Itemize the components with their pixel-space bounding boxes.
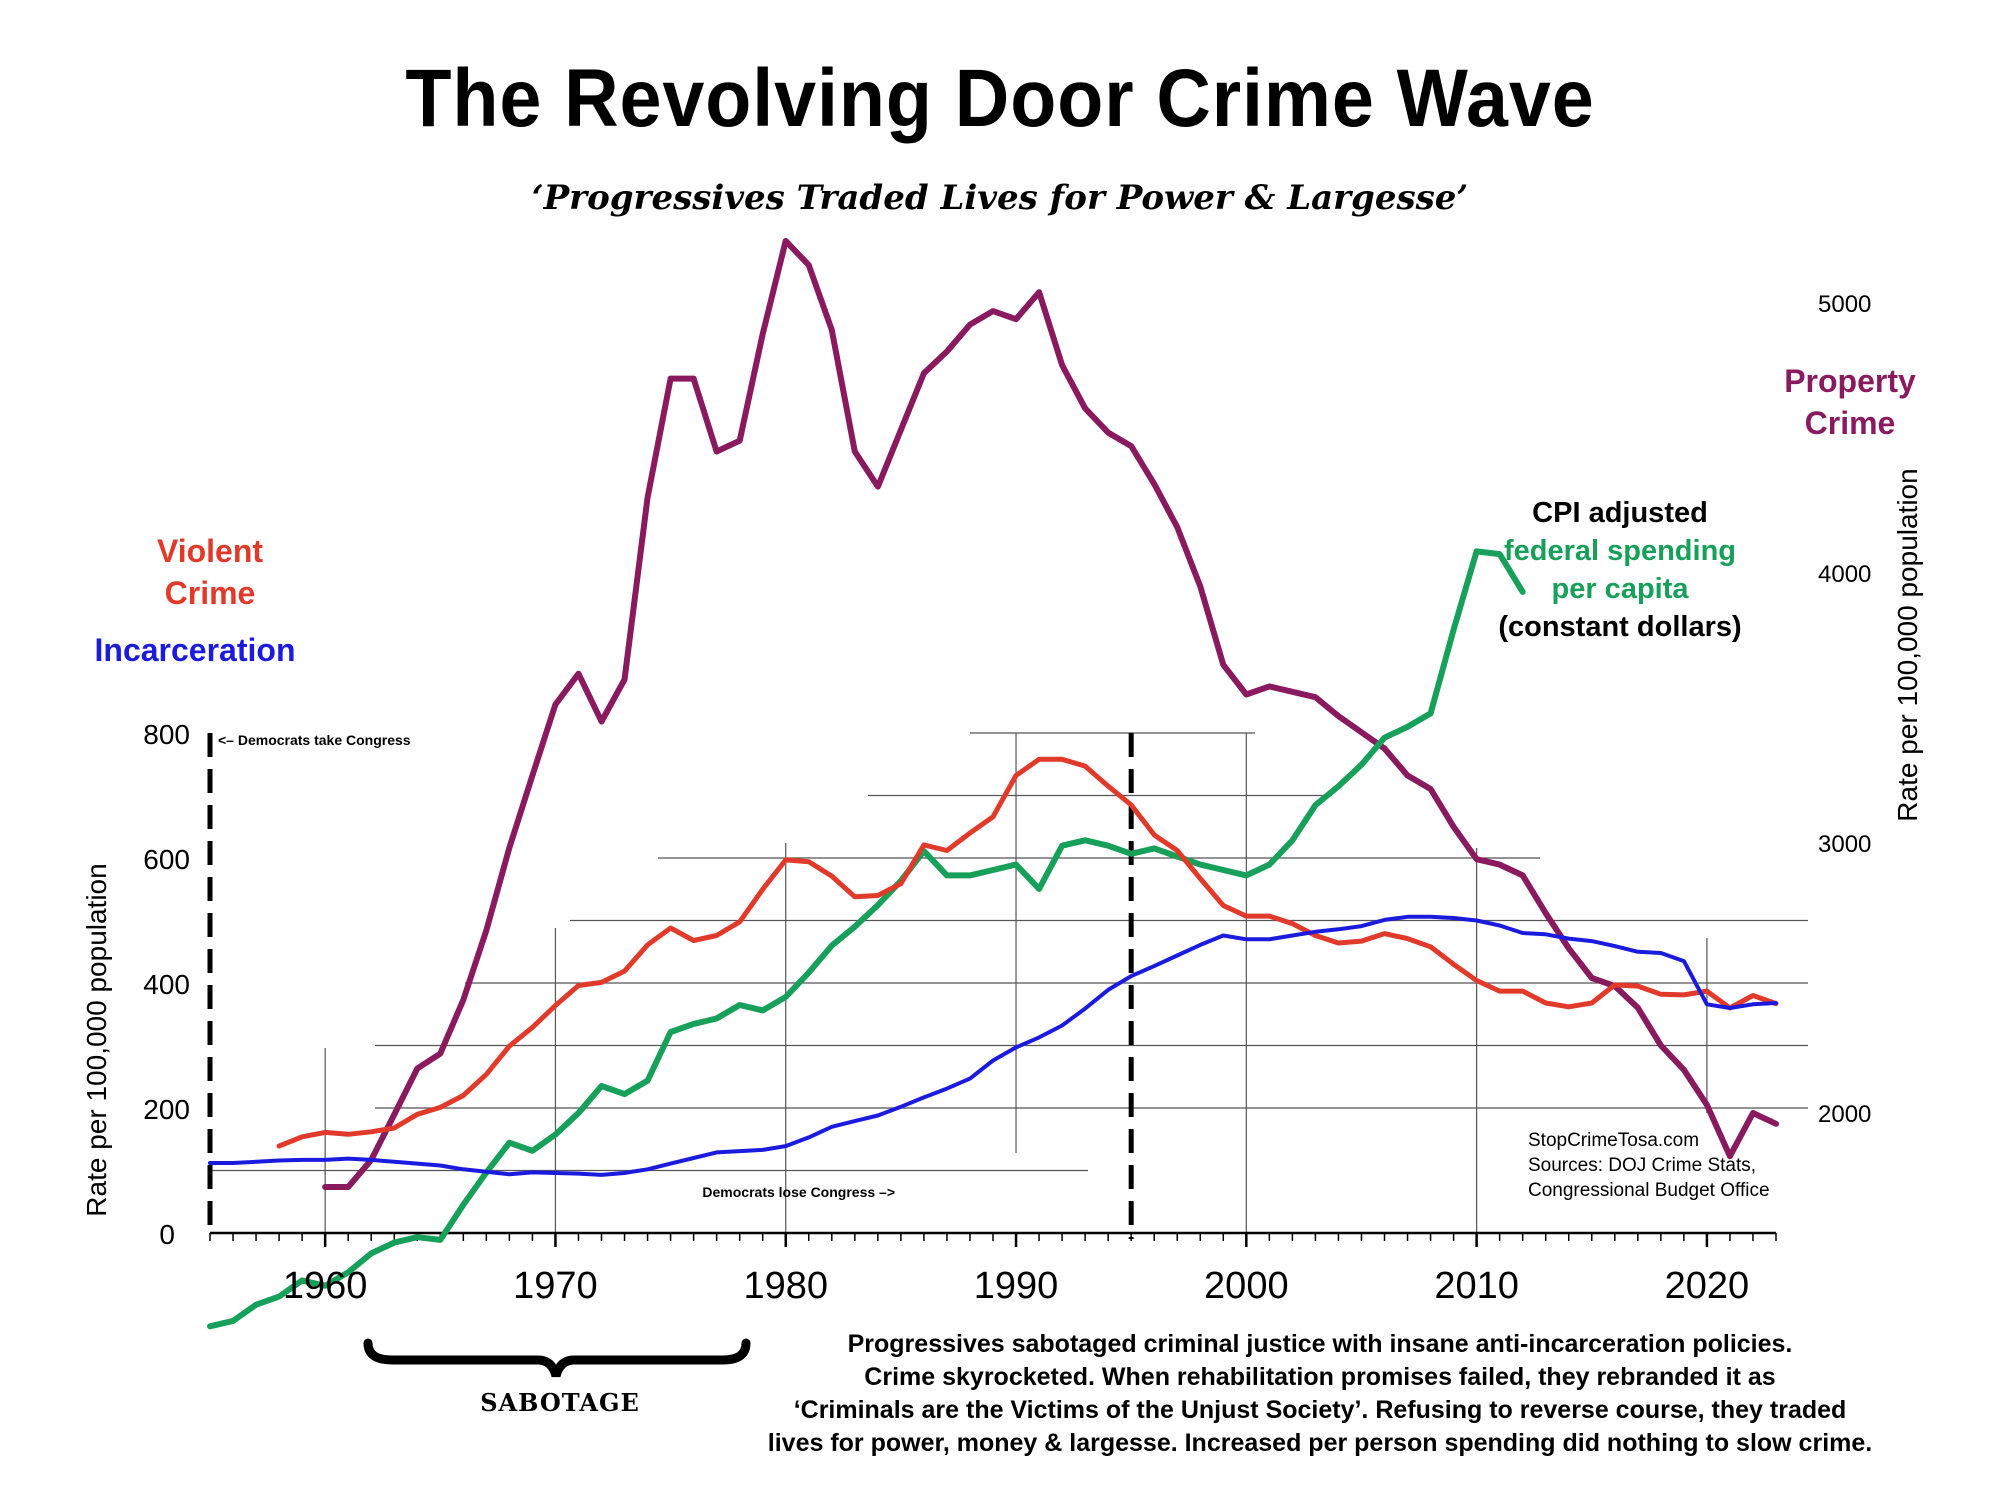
- x-tick-label: 2000: [1204, 1265, 1289, 1307]
- left-tick-label: 600: [143, 844, 190, 875]
- chart-title: The Revolving Door Crime Wave: [405, 53, 1595, 144]
- axes: [209, 1231, 1777, 1247]
- x-tick-label: 1990: [974, 1265, 1059, 1307]
- commentary-paragraph: Progressives sabotaged criminal justice …: [680, 1328, 1960, 1460]
- chart-subtitle: ‘Progressives Traded Lives for Power & L…: [531, 178, 1469, 218]
- violent-crime-label: Violent Crime: [110, 530, 310, 614]
- right-tick-label: 2000: [1818, 1101, 1871, 1128]
- property-crime-label: Property Crime: [1750, 360, 1950, 444]
- spending-label-line4: (constant dollars): [1498, 611, 1742, 643]
- source-site: StopCrimeTosa.com: [1528, 1130, 1700, 1151]
- source-line-3: Congressional Budget Office: [1528, 1180, 1770, 1201]
- left-axis-title: Rate per 100,000 population: [81, 863, 112, 1216]
- right-tick-label: 4000: [1818, 561, 1871, 588]
- spending-label-line1: CPI adjusted: [1532, 497, 1708, 529]
- property-crime-label-line2: Crime: [1804, 405, 1896, 441]
- commentary-line-1: Progressives sabotaged criminal justice …: [847, 1330, 1793, 1358]
- right-axis-title: Rate per 100,000 population: [1892, 468, 1923, 821]
- spending-label-line2: federal spending: [1503, 535, 1737, 567]
- x-tick-label: 1980: [743, 1265, 828, 1307]
- x-tick-label: 1970: [513, 1265, 598, 1307]
- x-tick-label: 2010: [1434, 1265, 1519, 1307]
- left-tick-label: 200: [143, 1094, 190, 1125]
- violent-crime-label-line1: Violent: [156, 533, 264, 569]
- left-tick-label: 400: [143, 969, 190, 1000]
- left-tick-label: 0: [159, 1219, 175, 1250]
- grid-lines: [210, 732, 1808, 1233]
- federal-spending-line: [207, 548, 1526, 1330]
- annotation-markers: [207, 733, 1134, 1239]
- series-lines: [207, 237, 1779, 1330]
- right-tick-label: 3000: [1818, 831, 1871, 858]
- violent-crime-line: [276, 756, 1779, 1149]
- commentary-line-3: ‘Criminals are the Victims of the Unjust…: [793, 1396, 1847, 1424]
- democrats-lose-congress-note: Democrats lose Congress –>: [702, 1184, 895, 1200]
- incarceration-label: Incarceration: [94, 632, 296, 668]
- sabotage-brace: [363, 1338, 751, 1378]
- spending-label-line3: per capita: [1551, 573, 1689, 605]
- source-line-2: Sources: DOJ Crime Stats,: [1528, 1155, 1757, 1176]
- sabotage-label: SABOTAGE: [480, 1388, 640, 1417]
- tick-labels: 1960 1970 1980 1990 2000 2010 2020 0 200 400 600 80…: [143, 291, 1871, 1307]
- incarceration-line: [208, 914, 1778, 1177]
- commentary-line-2: Crime skyrocketed. When rehabilitation p…: [864, 1363, 1776, 1391]
- commentary-line-4: lives for power, money & largesse. Incre…: [767, 1429, 1873, 1457]
- sources-note: StopCrimeTosa.com Sources: DOJ Crime Sta…: [1528, 1128, 1770, 1203]
- democrats-take-congress-note: <– Democrats take Congress: [218, 732, 411, 748]
- property-crime-label-line1: Property: [1784, 363, 1916, 399]
- left-tick-label: 800: [143, 719, 190, 750]
- property-crime-line: [322, 237, 1779, 1190]
- violent-crime-label-line2: Crime: [164, 575, 256, 611]
- x-tick-label: 1960: [283, 1265, 368, 1307]
- right-tick-label: 5000: [1818, 291, 1871, 318]
- x-tick-label: 2020: [1665, 1265, 1750, 1307]
- spending-label: CPI adjusted federal spending per capita…: [1480, 494, 1760, 646]
